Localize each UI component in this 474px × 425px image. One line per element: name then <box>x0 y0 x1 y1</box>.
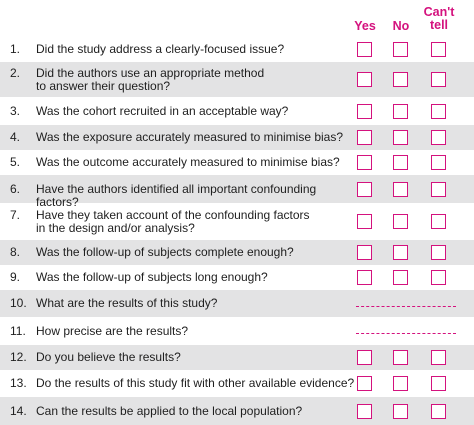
question-text: What are the results of this study? <box>36 296 218 310</box>
question-row: 5. Was the outcome accurately measured to… <box>0 150 474 175</box>
question-text: Was the follow-up of subjects long enoug… <box>36 270 268 284</box>
question-row: 6. Have the authors identified all import… <box>0 175 474 208</box>
question-row: 13. Do the results of this study fit with… <box>0 370 474 397</box>
checkbox[interactable] <box>393 245 408 260</box>
checkbox[interactable] <box>357 130 372 145</box>
checkbox[interactable] <box>431 350 446 365</box>
checkbox[interactable] <box>393 270 408 285</box>
question-number: 6. <box>10 181 21 196</box>
question-number: 10. <box>10 296 27 310</box>
question-number: 9. <box>10 270 21 284</box>
checkbox[interactable] <box>431 376 446 391</box>
checkbox[interactable] <box>357 270 372 285</box>
checkbox[interactable] <box>431 245 446 260</box>
question-number: 3. <box>10 103 21 118</box>
question-row: 11. How precise are the results? <box>0 317 474 345</box>
question-text: Was the outcome accurately measured to m… <box>36 155 340 169</box>
checkbox[interactable] <box>393 103 408 119</box>
question-number: 4. <box>10 130 21 144</box>
checkbox[interactable] <box>357 103 372 119</box>
checkbox[interactable] <box>357 376 372 391</box>
checkbox[interactable] <box>357 72 372 87</box>
checkbox[interactable] <box>393 41 408 57</box>
question-text: Did the authors use an appropriate metho… <box>36 65 265 93</box>
answer-line <box>356 305 456 307</box>
checkbox[interactable] <box>393 72 408 87</box>
checkbox[interactable] <box>393 214 408 229</box>
column-header: Yes <box>354 19 376 33</box>
checkbox[interactable] <box>431 214 446 229</box>
question-row: 7. Have they taken account of the confoun… <box>0 203 474 240</box>
question-text: Can the results be applied to the local … <box>36 403 303 418</box>
question-text: How precise are the results? <box>36 323 189 338</box>
question-row: 2. Did the authors use an appropriate met… <box>0 62 474 97</box>
checkbox[interactable] <box>357 350 372 365</box>
checkbox[interactable] <box>357 403 372 419</box>
question-text: Have the authors identified all importan… <box>36 181 317 209</box>
column-header: Can't tell <box>423 5 455 32</box>
question-row: 4. Was the exposure accurately measured t… <box>0 125 474 150</box>
question-row: 14. Can the results be applied to the loc… <box>0 397 474 425</box>
question-text: Did the study address a clearly-focused … <box>36 41 285 56</box>
checkbox[interactable] <box>431 103 446 119</box>
question-number: 7. <box>10 207 21 222</box>
question-number: 8. <box>10 245 21 259</box>
checkbox[interactable] <box>431 270 446 285</box>
question-number: 1. <box>10 41 21 56</box>
question-text: Was the exposure accurately measured to … <box>36 130 344 144</box>
checkbox[interactable] <box>393 181 408 197</box>
checkbox[interactable] <box>431 181 446 197</box>
checkbox[interactable] <box>393 350 408 365</box>
checkbox[interactable] <box>431 72 446 87</box>
column-header: No <box>392 19 410 33</box>
checkbox[interactable] <box>431 130 446 145</box>
checkbox[interactable] <box>431 41 446 57</box>
question-row: 10. What are the results of this study? <box>0 290 474 317</box>
question-row: 1. Did the study address a clearly-focuse… <box>0 36 474 62</box>
checkbox[interactable] <box>393 403 408 419</box>
answer-line <box>356 333 456 334</box>
question-text: Do the results of this study fit with ot… <box>36 376 355 390</box>
question-row: 3. Was the cohort recruited in an accepta… <box>0 97 474 125</box>
checkbox[interactable] <box>393 376 408 391</box>
question-text: Do you believe the results? <box>36 350 181 364</box>
question-row: 9. Was the follow-up of subjects long eno… <box>0 265 474 290</box>
question-number: 5. <box>10 155 21 169</box>
checkbox[interactable] <box>357 41 372 57</box>
question-number: 11. <box>10 323 26 338</box>
question-row: 8. Was the follow-up of subjects complete… <box>0 240 474 265</box>
question-row: 12. Do you believe the results? <box>0 345 474 370</box>
checkbox[interactable] <box>393 155 408 170</box>
checkbox[interactable] <box>431 403 446 419</box>
checkbox[interactable] <box>393 130 408 145</box>
question-number: 13. <box>10 376 27 390</box>
checkbox[interactable] <box>357 214 372 229</box>
question-text: Was the cohort recruited in an acceptabl… <box>36 103 289 118</box>
checkbox[interactable] <box>357 155 372 170</box>
checkbox[interactable] <box>357 245 372 260</box>
question-number: 2. <box>10 65 21 80</box>
question-number: 12. <box>10 350 27 364</box>
question-number: 14. <box>10 403 27 418</box>
question-text: Have they taken account of the confoundi… <box>36 207 310 235</box>
checkbox[interactable] <box>357 181 372 197</box>
question-text: Was the follow-up of subjects complete e… <box>36 245 294 259</box>
checkbox[interactable] <box>431 155 446 170</box>
